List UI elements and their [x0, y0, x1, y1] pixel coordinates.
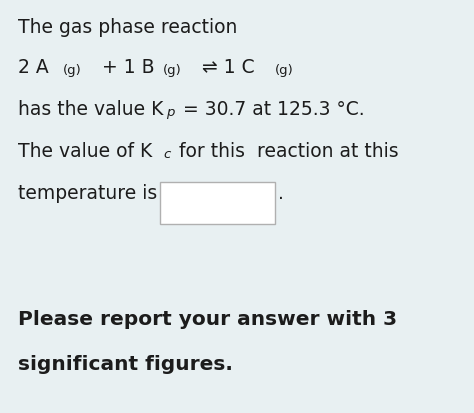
Text: (g): (g) [163, 64, 182, 77]
Text: significant figures.: significant figures. [18, 355, 233, 374]
Text: c: c [163, 148, 170, 161]
Text: temperature is: temperature is [18, 184, 157, 203]
Bar [160, 182, 275, 224]
Text: (g): (g) [63, 64, 82, 77]
Text: ⇌ 1 C: ⇌ 1 C [196, 58, 255, 77]
Text: Please report your answer with 3: Please report your answer with 3 [18, 310, 397, 329]
Text: has the value K: has the value K [18, 100, 164, 119]
Text: + 1 B: + 1 B [96, 58, 155, 77]
Text: (g): (g) [275, 64, 294, 77]
Text: The value of K: The value of K [18, 142, 152, 161]
Text: for this  reaction at this: for this reaction at this [173, 142, 399, 161]
Text: The gas phase reaction: The gas phase reaction [18, 18, 237, 37]
Text: 2 A: 2 A [18, 58, 49, 77]
Text: = 30.7 at 125.3 °C.: = 30.7 at 125.3 °C. [177, 100, 365, 119]
Text: .: . [278, 184, 284, 203]
Text: p: p [166, 106, 174, 119]
